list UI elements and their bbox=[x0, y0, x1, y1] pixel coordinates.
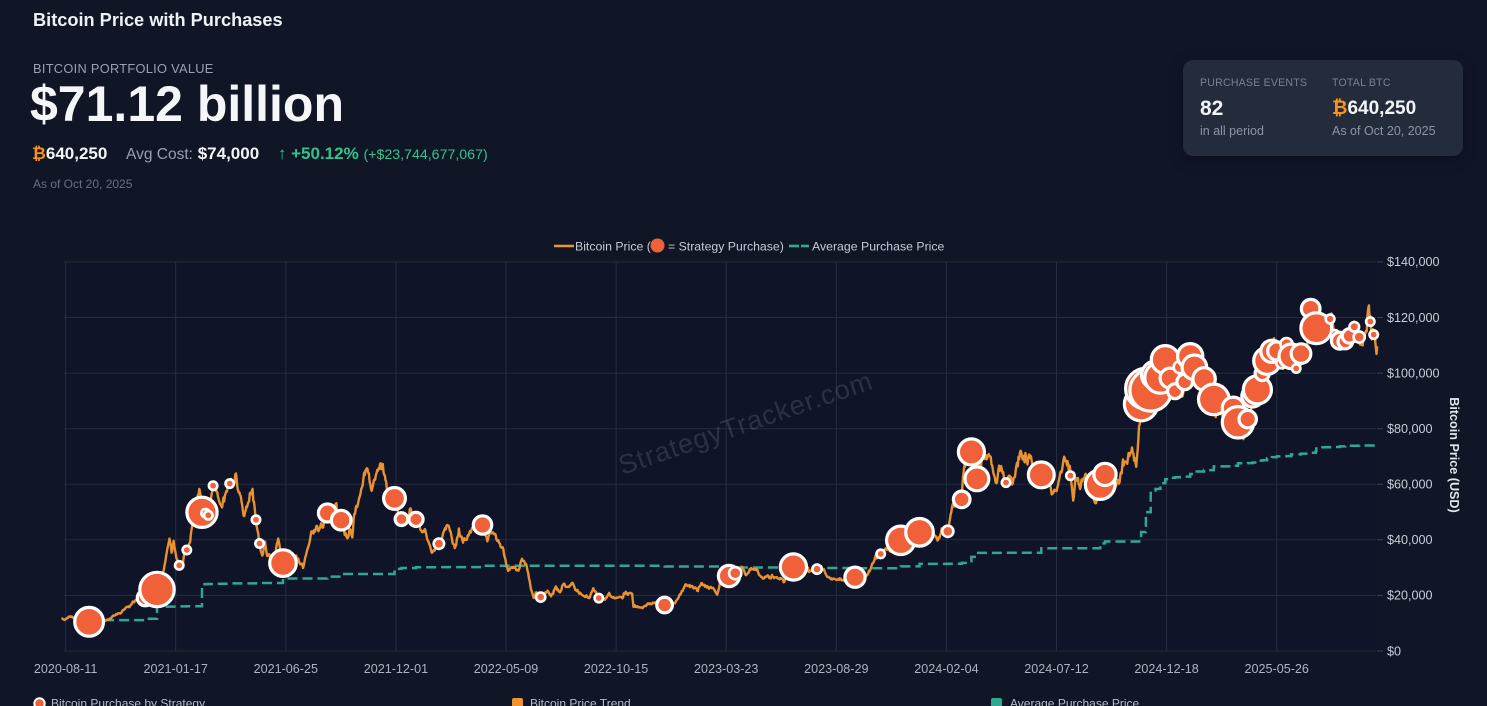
svg-text:2024-12-18: 2024-12-18 bbox=[1134, 662, 1198, 676]
svg-text:$20,000: $20,000 bbox=[1387, 589, 1433, 603]
svg-text:Bitcoin Price (USD): Bitcoin Price (USD) bbox=[1447, 397, 1461, 512]
svg-text:$80,000: $80,000 bbox=[1387, 422, 1433, 436]
svg-text:2024-02-04: 2024-02-04 bbox=[914, 662, 978, 676]
svg-text:2024-07-12: 2024-07-12 bbox=[1024, 662, 1088, 676]
svg-text:2021-06-25: 2021-06-25 bbox=[254, 662, 318, 676]
svg-text:2023-03-23: 2023-03-23 bbox=[694, 662, 758, 676]
svg-text:$120,000: $120,000 bbox=[1387, 311, 1440, 325]
svg-text:$40,000: $40,000 bbox=[1387, 533, 1433, 547]
svg-text:$0: $0 bbox=[1387, 644, 1401, 658]
svg-text:= Strategy Purchase): = Strategy Purchase) bbox=[668, 240, 784, 254]
svg-text:2022-10-15: 2022-10-15 bbox=[584, 662, 648, 676]
svg-text:2023-08-29: 2023-08-29 bbox=[804, 662, 868, 676]
svg-text:2022-05-09: 2022-05-09 bbox=[474, 662, 538, 676]
svg-text:Bitcoin Price (: Bitcoin Price ( bbox=[575, 240, 652, 254]
svg-text:Average Purchase Price: Average Purchase Price bbox=[812, 240, 945, 254]
svg-text:$60,000: $60,000 bbox=[1387, 478, 1433, 492]
svg-text:$140,000: $140,000 bbox=[1387, 255, 1440, 269]
svg-text:$100,000: $100,000 bbox=[1387, 366, 1440, 380]
svg-text:2025-05-26: 2025-05-26 bbox=[1244, 662, 1308, 676]
svg-text:2020-08-11: 2020-08-11 bbox=[34, 662, 98, 676]
svg-text:2021-12-01: 2021-12-01 bbox=[364, 662, 428, 676]
svg-text:Bitcoin Purchase by Strategy: Bitcoin Purchase by Strategy bbox=[51, 697, 205, 706]
svg-text:Bitcoin Price Trend: Bitcoin Price Trend bbox=[530, 697, 631, 706]
svg-text:2021-01-17: 2021-01-17 bbox=[143, 662, 207, 676]
svg-text:Average Purchase Price: Average Purchase Price bbox=[1010, 697, 1140, 706]
